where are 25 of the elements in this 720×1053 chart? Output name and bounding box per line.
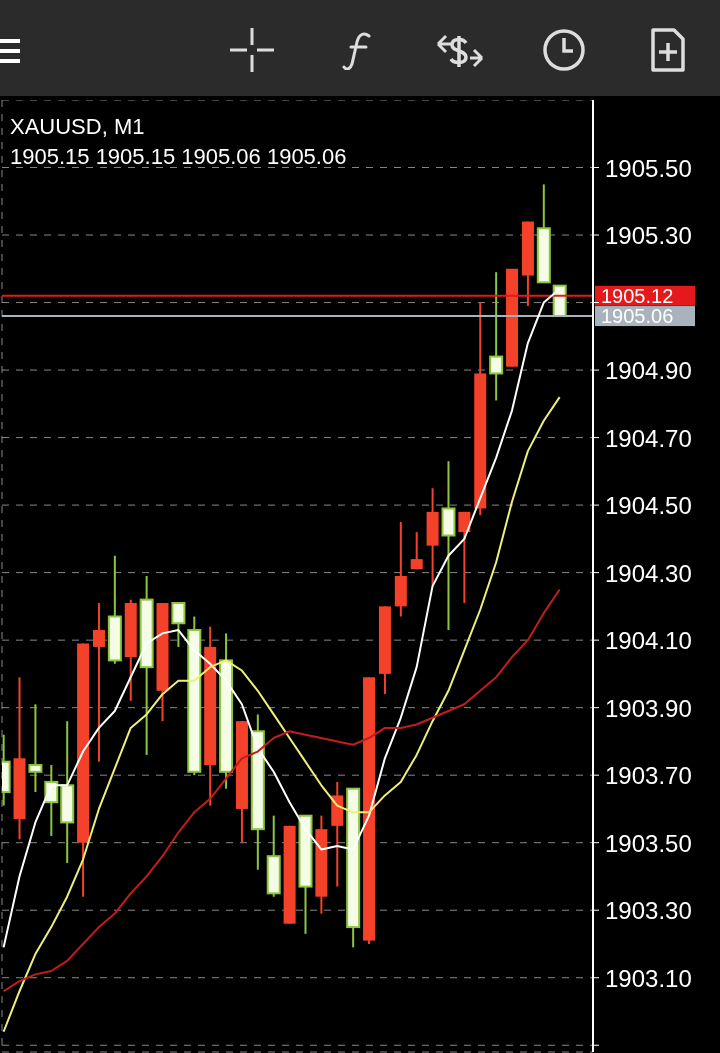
ref-line-label: 1905.06 — [601, 305, 674, 328]
candlestick — [171, 602, 186, 648]
text: 1905.15 1905.15 1905.06 1905.06 — [10, 143, 347, 171]
text: XAUUSD, M1 — [10, 113, 146, 141]
y-tick-label: 1903.30 — [605, 897, 692, 925]
y-tick-label: 1903.70 — [605, 762, 692, 790]
candlestick — [28, 703, 43, 794]
line-series — [2, 588, 561, 993]
ref-line-label: 1905.12 — [601, 284, 674, 307]
y-tick-label: 1905.50 — [605, 154, 692, 182]
y-tick-label: 1903.50 — [605, 829, 692, 857]
y-tick-label: 1904.70 — [605, 424, 692, 452]
line-series — [2, 396, 561, 1033]
candlestick — [410, 531, 423, 571]
candlestick — [489, 271, 504, 402]
candlestick — [458, 510, 471, 605]
y-tick-label: 1903.90 — [605, 694, 692, 722]
y-tick-label: 1903.10 — [605, 964, 692, 992]
y-tick-label: 1904.30 — [605, 559, 692, 587]
y-tick-label: 1905.30 — [605, 222, 692, 250]
candlestick — [92, 602, 105, 763]
y-tick-label: 1904.90 — [605, 357, 692, 385]
y-tick-label: 1904.50 — [605, 492, 692, 520]
y-tick-label: 1904.10 — [605, 627, 692, 655]
line-series — [2, 288, 561, 949]
